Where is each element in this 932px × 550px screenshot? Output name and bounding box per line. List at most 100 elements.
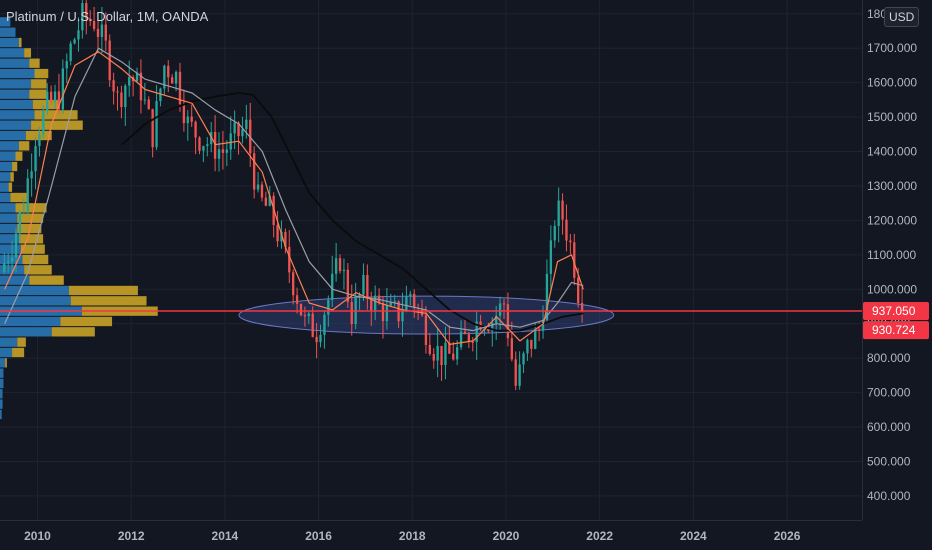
volume-profile-bar-blue [0, 378, 4, 389]
candle-body [303, 315, 307, 317]
candle-body [135, 72, 139, 82]
candle-body [452, 353, 455, 360]
volume-profile-bar-blue [0, 110, 35, 120]
candle-body [100, 24, 104, 37]
candle-body [206, 144, 209, 147]
time-tick-label: 2018 [399, 529, 426, 543]
price-tick-label: 1700.000 [867, 41, 917, 55]
volume-profile-bar-gold [32, 99, 59, 110]
price-tick-label: 1400.000 [867, 145, 917, 159]
candle-body [30, 171, 33, 179]
volume-profile-bar-blue [0, 296, 71, 306]
candle-body [580, 302, 584, 311]
candle-body [444, 342, 447, 366]
volume-profile-bar-blue [0, 17, 11, 27]
candle-body [77, 30, 80, 40]
candle-body [268, 195, 271, 206]
candle-body [413, 293, 416, 308]
volume-profile-bar-blue [0, 347, 13, 358]
volume-profile-bar-blue [0, 234, 19, 244]
volume-profile-bar-gold [34, 110, 78, 120]
price-tick-label: 400.000 [867, 489, 911, 503]
candle-body [26, 178, 29, 212]
candle-body [120, 92, 123, 108]
volume-profile-bar-gold [20, 244, 45, 254]
volume-profile-bar-blue [0, 141, 19, 151]
candle-body [557, 200, 560, 226]
candle-body [463, 331, 467, 335]
price-label-text: 937.050 [872, 304, 916, 318]
candle-body [526, 339, 529, 354]
candle-body [424, 315, 428, 345]
candle-body [3, 263, 6, 273]
candle-body [104, 24, 107, 41]
candle-body [10, 257, 14, 262]
candle-body [385, 305, 389, 322]
volume-profile-bar-gold [17, 337, 26, 347]
candle-body [518, 364, 521, 386]
volume-profile-bar-blue [0, 409, 2, 420]
candle-body [487, 329, 490, 332]
volume-profile-bar-blue [0, 27, 16, 37]
volume-profile-bar-blue [0, 368, 4, 378]
candle-body [49, 91, 53, 102]
candle-body [522, 353, 525, 365]
price-tick-label: 1600.000 [867, 76, 917, 90]
candle-body [73, 39, 76, 44]
time-axis[interactable]: 2010 2012 2014 2016 2018 2020 2022 2024 2026 [0, 520, 862, 544]
candle-body [256, 184, 260, 190]
candle-body [128, 77, 131, 86]
moving-averages [4, 47, 584, 345]
volume-profile-bar-blue [0, 213, 18, 223]
volume-profile-bar-gold [34, 68, 49, 79]
price-label-text: 930.724 [872, 323, 916, 337]
candle-body [311, 313, 314, 337]
candle-body [92, 21, 96, 29]
candle-body [112, 80, 115, 92]
volume-profile-bar-blue [0, 58, 30, 68]
candle-body [190, 116, 193, 122]
time-tick-label: 2014 [212, 529, 239, 543]
time-tick-label: 2016 [305, 529, 332, 543]
volume-profile-bar-gold [29, 58, 40, 68]
price-axis[interactable]: 1800.0001700.0001600.0001500.0001400.000… [862, 0, 932, 550]
candle-body [167, 65, 170, 78]
currency-unit-badge[interactable]: USD [884, 7, 920, 27]
moving-average-slow [121, 92, 584, 332]
volume-profile-bar-blue [0, 389, 3, 399]
volume-profile-bar-blue [0, 337, 18, 347]
candle-body [342, 269, 346, 272]
time-tick-label: 2020 [493, 529, 520, 543]
volume-profile-bar-gold [68, 285, 138, 296]
candle-body [69, 43, 72, 62]
time-tick-label: 2026 [774, 529, 801, 543]
candle-body [319, 334, 322, 343]
candle-body [537, 329, 541, 331]
price-label-box [863, 321, 929, 340]
volume-profile-bar-blue [0, 68, 35, 79]
candle-body [292, 272, 295, 296]
candle-body [534, 329, 537, 349]
candle-body [315, 336, 318, 343]
volume-profile-bar-blue [0, 358, 6, 368]
price-tick-label: 1000.000 [867, 282, 917, 296]
candle-body [18, 212, 22, 234]
candle-body [14, 233, 18, 258]
candle-body [366, 274, 369, 299]
volume-profile-bar-gold [12, 161, 18, 172]
volume-profile-bar-blue [0, 327, 52, 337]
volume-profile-bar-blue [0, 130, 26, 141]
price-axis-bg [862, 0, 932, 550]
volume-profile-bar-gold [22, 254, 49, 265]
candle-body [573, 242, 576, 278]
volume-profile-bar-gold [15, 151, 23, 161]
candle-body [163, 65, 166, 89]
price-tick-label: 800.000 [867, 351, 911, 365]
candle-body [89, 18, 92, 22]
volume-profile-bar-gold [31, 120, 83, 130]
candle-body [401, 311, 404, 322]
volume-profile-bar-blue [0, 120, 32, 130]
volume-profile-bar-blue [0, 285, 69, 296]
candle-body [221, 149, 225, 153]
